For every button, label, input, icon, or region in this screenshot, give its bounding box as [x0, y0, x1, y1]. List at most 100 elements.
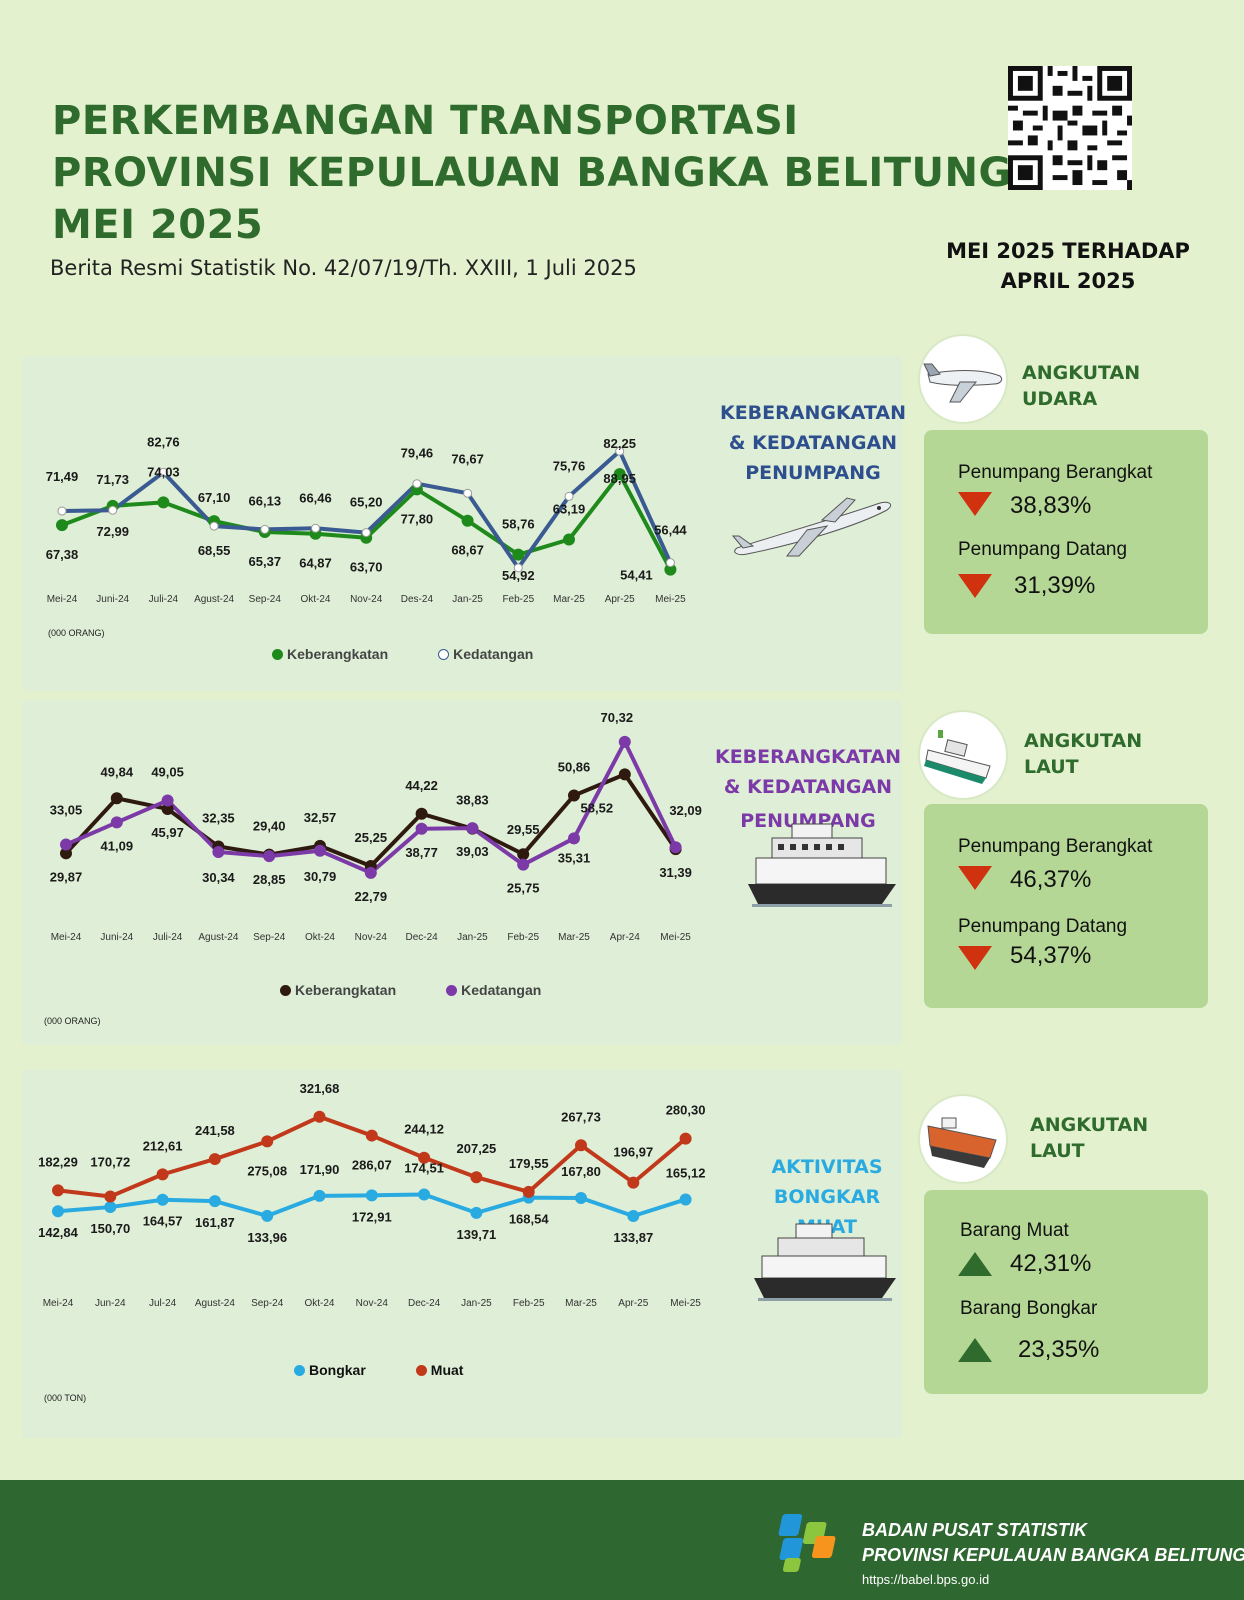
x-tick-label: Dec-24 [408, 1298, 441, 1309]
data-label: 286,07 [352, 1158, 392, 1173]
x-tick-label: Jan-25 [452, 594, 483, 605]
unit-label: (000 TON) [44, 1393, 87, 1403]
data-point [679, 1132, 692, 1145]
data-point [466, 822, 479, 835]
data-point [568, 832, 580, 845]
data-label: 63,70 [350, 560, 383, 575]
data-point [209, 521, 219, 531]
data-point [513, 563, 523, 573]
data-point [313, 1110, 326, 1123]
data-label: 25,75 [507, 881, 540, 896]
data-label: 142,84 [38, 1225, 79, 1240]
data-label: 29,87 [50, 869, 83, 884]
x-tick-label: Feb-25 [502, 594, 534, 605]
data-label: 29,55 [507, 822, 540, 837]
x-tick-label: Okt-24 [300, 594, 330, 605]
footer-org-line: PROVINSI KEPULAUAN BANGKA BELITUNG [862, 1545, 1244, 1565]
legend-label: Kedatangan [461, 982, 542, 998]
legend-label: Kedatangan [453, 646, 534, 662]
data-label: 182,29 [38, 1154, 78, 1169]
unit-label: (000 ORANG) [48, 628, 105, 638]
x-tick-label: Apr-25 [605, 594, 635, 605]
chart-laut-penumpang: Mei-24 Juni-24 Juli-24 Agust-24 Sep-24 Okt-24… [50, 710, 702, 943]
chart-heading-line: & KEDATANGAN [728, 432, 898, 454]
data-label: 241,58 [195, 1123, 235, 1138]
data-point [156, 1193, 169, 1206]
data-label: 244,12 [404, 1122, 444, 1137]
legend-item-bongkar: Bongkar [294, 1362, 366, 1378]
legend-label: Keberangkatan [287, 646, 389, 662]
card-heading-line: LAUT [1024, 756, 1079, 778]
data-point [260, 524, 270, 534]
title-line-3: MEI 2025 [52, 202, 264, 248]
stat-label: Barang Muat [960, 1220, 1069, 1241]
data-label: 64,87 [299, 556, 332, 571]
data-label: 32,09 [669, 803, 702, 818]
data-label: 38,83 [456, 793, 489, 808]
down-arrow-icon [958, 866, 992, 890]
title-line-2: PROVINSI KEPULAUAN BANGKA BELITUNG [52, 150, 1012, 196]
data-label: 168,54 [509, 1212, 550, 1227]
data-point [56, 519, 68, 532]
data-point [261, 1209, 274, 1222]
x-tick-label: Mei-24 [47, 594, 78, 605]
data-point [156, 1168, 169, 1181]
legend-marker [272, 648, 283, 660]
data-point [613, 468, 626, 481]
legend-item-kedatangan: Kedatangan [438, 646, 533, 662]
x-tick-label: Nov-24 [350, 594, 383, 605]
down-arrow-icon [958, 946, 992, 970]
data-label: 65,20 [350, 495, 383, 510]
data-point [157, 496, 170, 509]
page-title: PERKEMBANGAN TRANSPORTASI PROVINSI KEPUL… [52, 95, 1012, 251]
comparison-title-line-2: APRIL 2025 [1000, 269, 1136, 293]
data-label: 79,46 [401, 446, 434, 461]
data-label: 172,91 [352, 1209, 392, 1224]
qr-code-icon [1008, 66, 1132, 190]
x-tick-label: Mei-25 [655, 594, 686, 605]
down-arrow-icon [958, 492, 992, 516]
chart-bongkar-muat: Mei-24 Jun-24 Jul-24 Agust-24 Sep-24 Okt-24 No… [38, 1081, 705, 1309]
ferry-circle-icon [920, 712, 1006, 798]
down-arrow-icon [958, 574, 992, 598]
data-label: 39,03 [456, 844, 489, 859]
data-point [415, 822, 428, 835]
x-tick-label: Sep-24 [253, 932, 286, 943]
data-label: 139,71 [457, 1227, 497, 1242]
data-point [575, 1192, 587, 1205]
data-label: 58,76 [502, 517, 535, 532]
x-tick-label: Okt-24 [304, 1298, 334, 1309]
chart-panel-bongkar-muat: Mei-24 Jun-24 Jul-24 Agust-24 Sep-24 Okt-24 No… [22, 1070, 902, 1438]
x-tick-label: Juni-24 [100, 932, 133, 943]
up-arrow-icon [958, 1252, 992, 1276]
x-tick-label: Juli-24 [153, 932, 183, 943]
legend-label: Bongkar [309, 1362, 366, 1378]
data-label: 70,32 [601, 710, 634, 725]
data-point [108, 505, 118, 515]
legend-marker [415, 1364, 427, 1376]
legend-label: Keberangkatan [295, 982, 397, 998]
data-label: 72,99 [96, 524, 129, 539]
data-label: 67,38 [46, 547, 79, 562]
data-label: 28,85 [253, 872, 286, 887]
data-point [412, 479, 422, 489]
chart-heading: KEBERANGKATAN & KEDATANGAN PENUMPANG [718, 398, 908, 488]
data-point [208, 1195, 221, 1208]
legend-marker [446, 984, 458, 996]
data-label: 35,31 [558, 850, 591, 865]
footer-url-link[interactable]: https://babel.bps.go.id [862, 1572, 990, 1587]
legend-item-muat: Muat [415, 1362, 463, 1378]
x-tick-label: Mei-25 [670, 1298, 701, 1309]
title-line-1: PERKEMBANGAN TRANSPORTASI [52, 98, 799, 144]
x-tick-label: Dec-24 [405, 932, 438, 943]
data-label: 33,05 [50, 803, 83, 818]
data-label: 32,57 [304, 810, 337, 825]
x-tick-label: Jun-24 [95, 1298, 126, 1309]
data-label: 50,86 [558, 759, 591, 774]
data-label: 68,55 [198, 543, 231, 558]
x-tick-label: Feb-25 [513, 1298, 545, 1309]
stat-card-laut-barang: Barang Muat 42,31% Barang Bongkar 23,35% [924, 1190, 1208, 1394]
legend-marker [280, 984, 291, 996]
card-heading-udara: ANGKUTAN UDARA [1022, 360, 1140, 412]
data-label: 179,55 [509, 1156, 549, 1171]
